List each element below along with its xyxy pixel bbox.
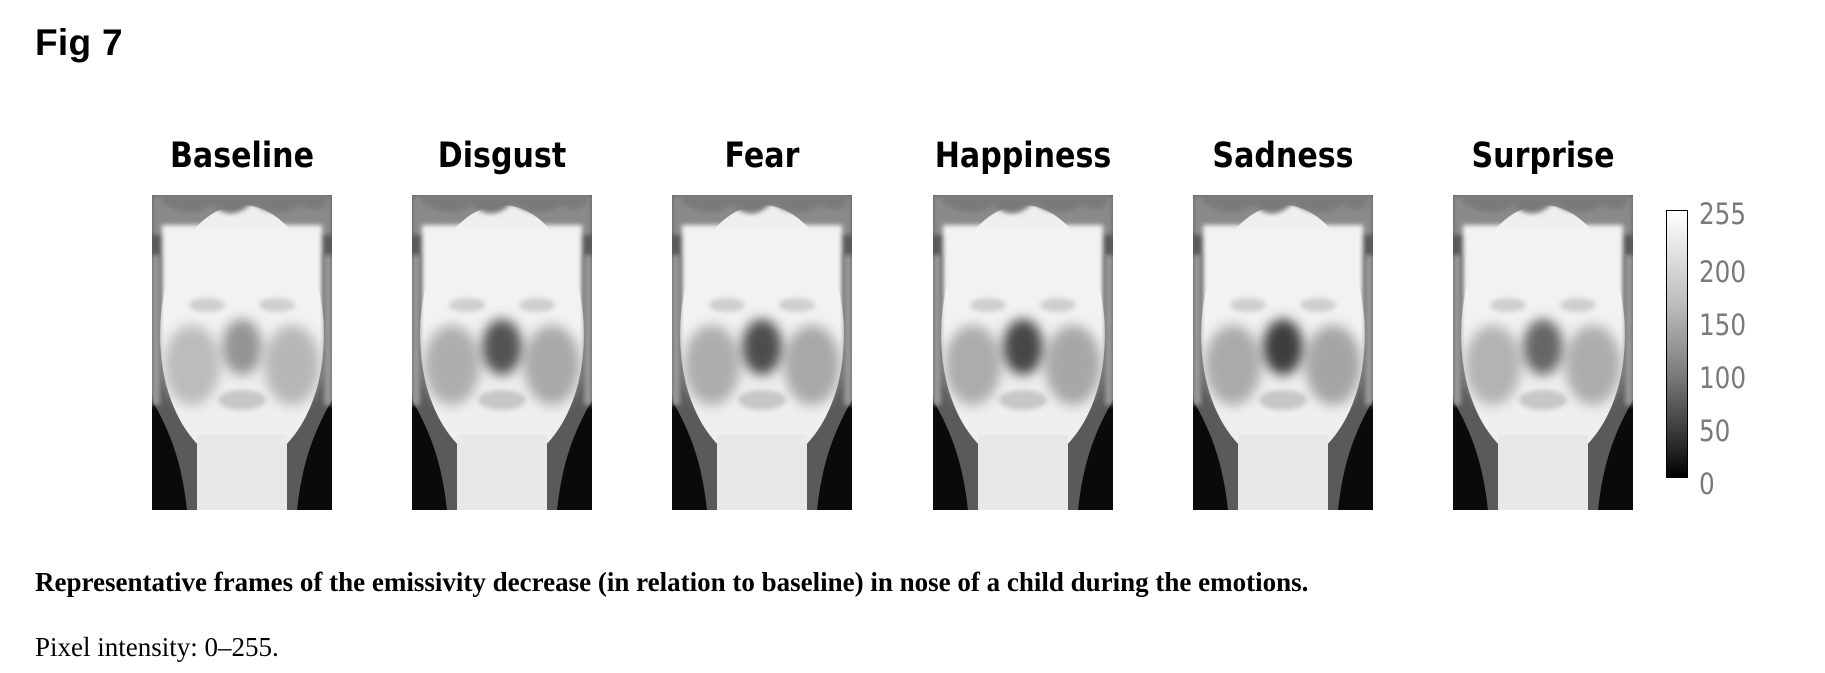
thermal-face-image bbox=[1193, 195, 1373, 510]
panel-title-sadness: Sadness bbox=[1212, 136, 1354, 176]
panel-title-disgust: Disgust bbox=[437, 136, 567, 176]
thermal-face-image bbox=[672, 195, 852, 510]
thermal-face-image bbox=[412, 195, 592, 510]
figure-caption: Representative frames of the emissivity … bbox=[35, 567, 1309, 597]
thermal-face-image bbox=[152, 195, 332, 510]
colorbar-tick: 0 bbox=[1699, 467, 1715, 501]
thermal-face-image bbox=[1453, 195, 1633, 510]
colorbar-tick: 150 bbox=[1699, 308, 1747, 342]
panel-surprise: Surprise bbox=[1453, 130, 1633, 510]
panel-title-surprise: Surprise bbox=[1471, 136, 1615, 176]
colorbar-tick: 100 bbox=[1699, 361, 1747, 395]
thermal-face-image bbox=[933, 195, 1113, 510]
colorbar-tick: 50 bbox=[1699, 414, 1731, 448]
figure-label: Fig 7 bbox=[35, 22, 123, 63]
thermal-panels: Baseline Disgust Fear Happiness Sadness … bbox=[152, 130, 1774, 510]
colorbar-tick: 255 bbox=[1699, 197, 1747, 231]
panel-sadness: Sadness bbox=[1193, 130, 1373, 510]
panel-title-fear: Fear bbox=[724, 136, 800, 176]
intensity-colorbar: 255 200 150 100 50 0 bbox=[1666, 200, 1774, 508]
panel-happiness: Happiness bbox=[933, 130, 1113, 510]
panel-title-happiness: Happiness bbox=[934, 136, 1112, 176]
panel-baseline: Baseline bbox=[152, 130, 332, 510]
panel-disgust: Disgust bbox=[412, 130, 592, 510]
colorbar-tick: 200 bbox=[1699, 255, 1747, 289]
panel-fear: Fear bbox=[672, 130, 852, 510]
colorbar-gradient bbox=[1666, 210, 1688, 478]
panel-title-baseline: Baseline bbox=[169, 136, 315, 176]
figure-note: Pixel intensity: 0–255. bbox=[35, 632, 279, 662]
